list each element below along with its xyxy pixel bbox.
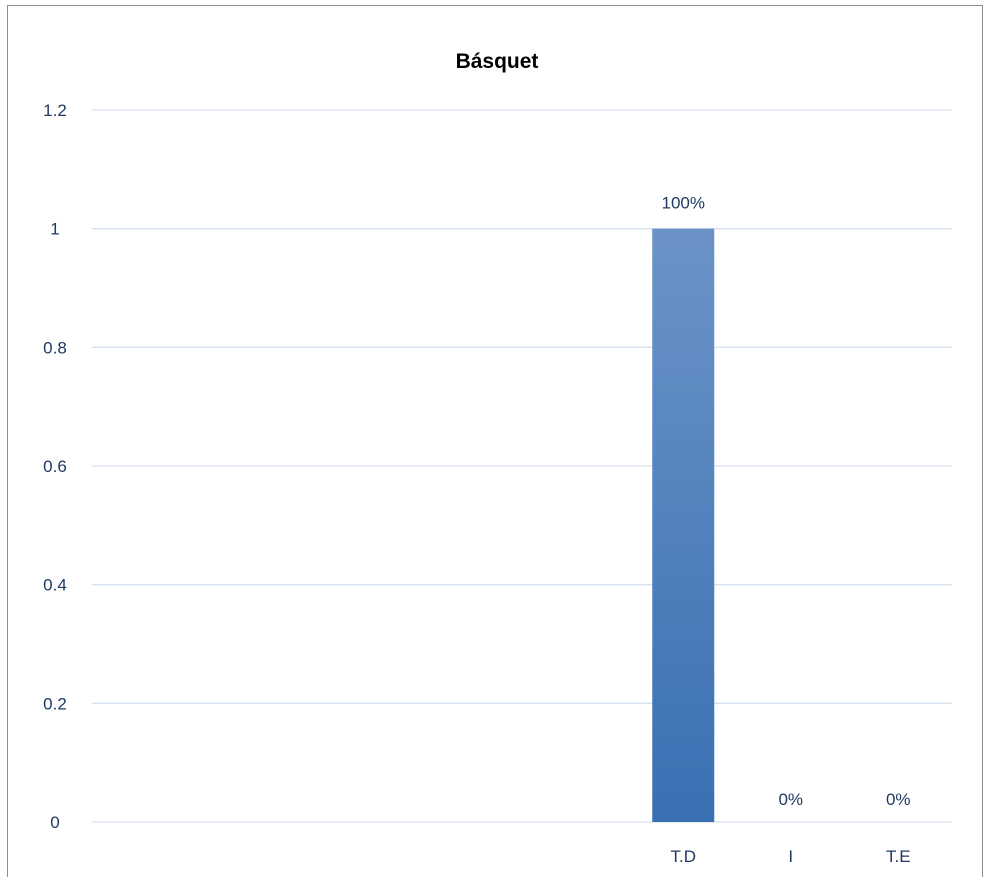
data-label: 0% <box>886 790 911 809</box>
bar <box>652 228 715 822</box>
x-axis-ticks: T.D I T.E <box>671 847 911 866</box>
y-tick-label: 0.4 <box>43 576 67 595</box>
data-label: 0% <box>778 790 803 809</box>
y-tick-label: 1 <box>50 220 59 239</box>
y-tick-label: 0.6 <box>43 457 67 476</box>
y-tick-label: 1.2 <box>43 101 67 120</box>
x-tick-label: T.E <box>886 847 911 866</box>
y-tick-label: 0 <box>50 813 59 832</box>
data-labels: 100% 0% 0% <box>662 194 911 809</box>
y-tick-label: 0.2 <box>43 694 67 713</box>
chart-title: Básquet <box>456 50 539 73</box>
x-tick-label: T.D <box>671 847 697 866</box>
x-tick-label: I <box>788 847 793 866</box>
data-label: 100% <box>662 194 705 213</box>
y-tick-label: 0.8 <box>43 338 67 357</box>
bars <box>652 228 715 822</box>
gridlines <box>92 109 952 823</box>
y-axis-ticks: 0 0.2 0.4 0.6 0.8 1 1.2 <box>43 101 67 832</box>
chart-frame <box>7 5 983 877</box>
